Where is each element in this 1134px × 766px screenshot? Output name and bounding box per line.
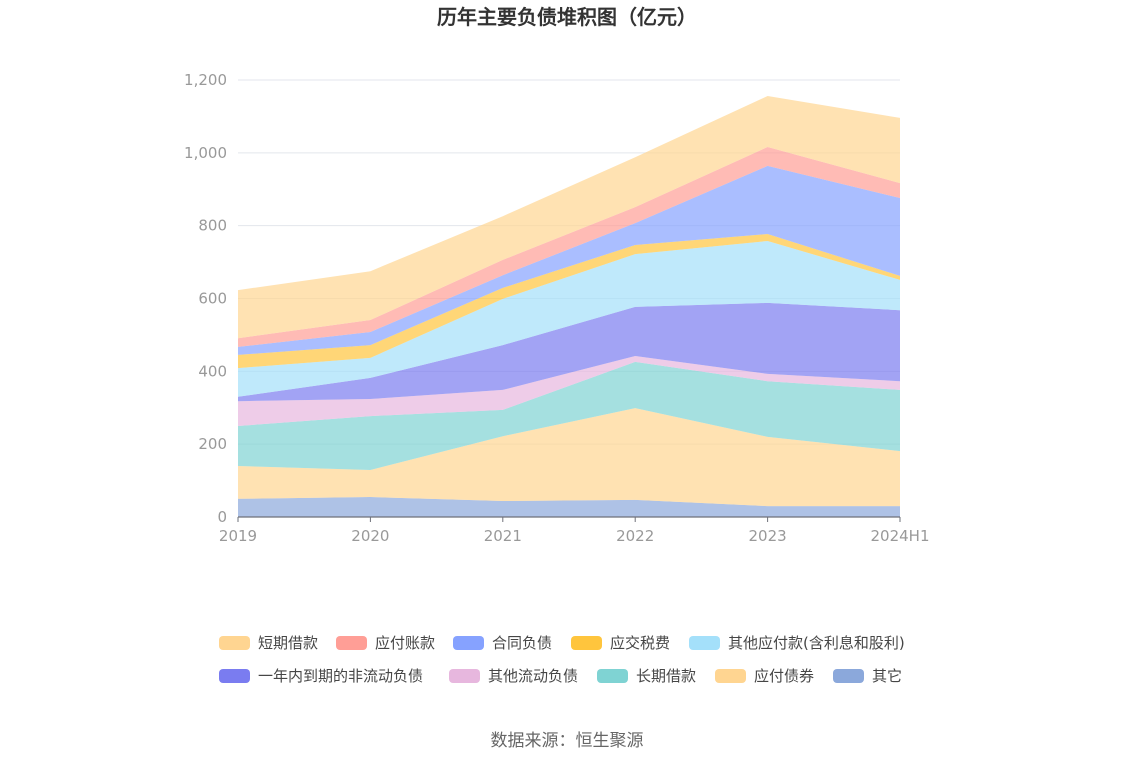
axes: 0 200 400 600 800 1,000 1,200 2019 2020 2021 2022 2…: [184, 71, 929, 545]
legend-label: 应交税费: [610, 634, 671, 652]
legend-item-other-payables[interactable]: 其他应付款(含利息和股利): [689, 633, 905, 653]
legend-swatch: [453, 636, 484, 650]
legend-swatch: [833, 669, 864, 683]
area-current-portion-noncurrent-liabilities: [238, 302, 900, 402]
area-accounts-payable: [238, 147, 900, 347]
legend-swatch: [689, 636, 720, 650]
legend-item-bonds-payable[interactable]: 应付债券: [715, 666, 814, 686]
x-tick-label: 2020: [351, 527, 389, 545]
legend-label: 应付账款: [375, 634, 436, 652]
x-tick-label: 2019: [219, 527, 257, 545]
legend-item-long-term-loans[interactable]: 长期借款: [597, 666, 696, 686]
x-tick-label: 2021: [484, 527, 522, 545]
legend-label: 应付债券: [754, 667, 815, 685]
stacked-area-chart: 0 200 400 600 800 1,000 1,200 2019 2020 2021 2022 2…: [184, 71, 929, 545]
legend-label: 合同负债: [492, 634, 553, 652]
legend-item-current-portion-noncurrent-liabilities[interactable]: 一年内到期的非流动负债: [219, 666, 423, 686]
legend-item-accounts-payable[interactable]: 应付账款: [336, 633, 435, 653]
y-tick-label: 800: [198, 217, 227, 235]
area-long-term-loans: [238, 361, 900, 470]
chart-title: 历年主要负债堆积图（亿元）: [437, 5, 697, 29]
y-tick-label: 0: [217, 508, 227, 526]
x-tick-label: 2023: [749, 527, 787, 545]
y-tick-label: 600: [198, 290, 227, 308]
legend-swatch: [219, 669, 250, 683]
legend-item-short-term-loans[interactable]: 短期借款: [219, 633, 318, 653]
y-tick-label: 1,000: [184, 144, 227, 162]
x-tick-label: 2024H1: [871, 527, 930, 545]
legend-label: 其他流动负债: [488, 667, 579, 685]
area-other: [238, 497, 900, 517]
source-note: 数据来源：恒生聚源: [490, 731, 644, 751]
legend-item-other[interactable]: 其它: [833, 666, 902, 686]
area-contract-liabilities: [238, 165, 900, 355]
legend-label: 其它: [872, 667, 903, 685]
area-taxes-payable: [238, 234, 900, 369]
legend-item-other-current-liabilities[interactable]: 其他流动负债: [449, 666, 578, 686]
area-bonds-payable: [238, 408, 900, 507]
area-short-term-loans: [238, 96, 900, 339]
legend-label: 其他应付款(含利息和股利): [728, 634, 905, 652]
legend-swatch: [715, 669, 746, 683]
legend-label: 短期借款: [258, 634, 319, 652]
legend-item-contract-liabilities[interactable]: 合同负债: [453, 633, 552, 653]
area-other-payables: [238, 241, 900, 397]
legend-label: 长期借款: [636, 667, 697, 685]
legend-swatch: [336, 636, 367, 650]
area-other-current-liabilities: [238, 356, 900, 426]
y-tick-label: 1,200: [184, 71, 227, 89]
area-series: [238, 96, 900, 517]
legend-label: 一年内到期的非流动负债: [258, 667, 424, 685]
legend-item-taxes-payable[interactable]: 应交税费: [571, 633, 670, 653]
y-tick-label: 200: [198, 435, 227, 453]
y-tick-label: 400: [198, 362, 227, 380]
x-tick-label: 2022: [616, 527, 654, 545]
legend-swatch: [449, 669, 480, 683]
legend-swatch: [571, 636, 602, 650]
legend-swatch: [597, 669, 628, 683]
legend-swatch: [219, 636, 250, 650]
